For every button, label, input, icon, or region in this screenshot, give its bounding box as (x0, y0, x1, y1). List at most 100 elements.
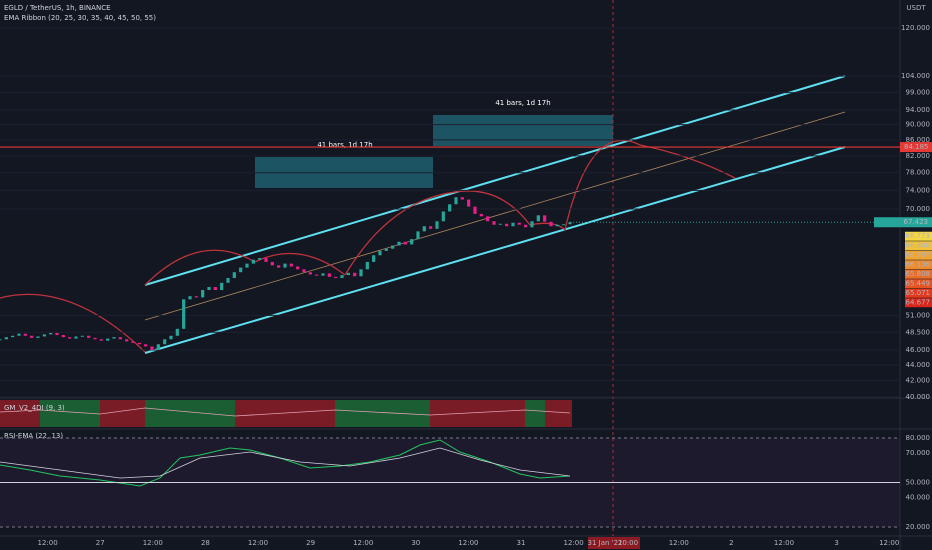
time-marker-time: 20:00 (618, 539, 638, 547)
price-tick-label: 74.000 (906, 186, 931, 194)
candle (435, 221, 439, 229)
candle (372, 255, 376, 262)
time-label: 12:00 (879, 539, 899, 547)
candle (524, 224, 528, 228)
time-label: 12:00 (669, 539, 689, 547)
price-tick-label: 51.000 (906, 311, 931, 319)
candle (473, 206, 477, 214)
candle (17, 333, 21, 336)
block (100, 400, 145, 427)
ema-label: 66.606 (906, 242, 931, 250)
ema-tag (905, 279, 932, 289)
candle (11, 335, 15, 338)
candle (283, 263, 287, 268)
candle (74, 336, 78, 339)
candle (169, 335, 173, 340)
candle (549, 221, 553, 227)
time-label: 12:00 (774, 539, 794, 547)
price-tick-label: 48.500 (906, 328, 931, 336)
candle (144, 344, 148, 347)
ema-tag (905, 250, 932, 260)
alert-tag (900, 142, 932, 153)
candle (346, 272, 350, 276)
price-tick-label: 40.000 (906, 393, 931, 401)
block (145, 400, 235, 427)
rsi-tick-label: 40.000 (906, 493, 931, 501)
block (525, 400, 545, 427)
price-tick-label: 70.000 (906, 205, 931, 213)
time-label: 12:00 (458, 539, 478, 547)
candle (239, 267, 243, 273)
channel-bottom (144, 146, 846, 354)
rsi-ema-line (0, 447, 571, 479)
candle (334, 276, 338, 279)
candle (429, 226, 433, 229)
ema-label: 65.808 (906, 270, 931, 278)
candle (454, 197, 458, 205)
candle (163, 339, 167, 345)
candle (220, 282, 224, 291)
candle (258, 258, 262, 260)
candle (530, 221, 534, 228)
candle (0, 339, 2, 341)
ema-tag (905, 269, 932, 279)
candle (511, 222, 515, 227)
time-label: 27 (96, 539, 105, 547)
price-tick-label: 86.000 (906, 136, 931, 144)
rsi-tick-label: 80.000 (906, 434, 931, 442)
block (335, 400, 430, 427)
rsi-tick-label: 70.000 (906, 449, 931, 457)
ema-label: 64.677 (906, 299, 931, 307)
ema-label: 66.397 (906, 251, 931, 259)
range-label: 41 bars, 1d 17h (317, 141, 372, 149)
indicator-title: EMA Ribbon (20, 25, 30, 35, 40, 45, 50, … (4, 14, 156, 22)
candle (4, 337, 8, 340)
candle (296, 266, 300, 270)
candle (397, 241, 401, 246)
time-label: 12:00 (564, 539, 584, 547)
candle (315, 274, 319, 276)
candle (568, 222, 572, 225)
candle (150, 346, 154, 351)
price-tick-label: 94.000 (906, 106, 931, 114)
time-label: 29 (306, 539, 315, 547)
candle (36, 336, 40, 338)
candle (384, 248, 388, 251)
candle (42, 334, 46, 337)
candle (80, 335, 84, 337)
block (235, 400, 335, 427)
price-tick-label: 78.000 (906, 169, 931, 177)
marks: 120.000 104.000 99.000 94.000 90.000 86.000 82… (0, 24, 932, 549)
range-label: 41 bars, 1d 17h (495, 99, 550, 107)
price-tag (874, 217, 932, 228)
candle (87, 335, 91, 338)
candle (49, 332, 53, 335)
time-label: 12:00 (248, 539, 268, 547)
candle (182, 299, 186, 329)
candle (486, 216, 490, 222)
candle (106, 338, 110, 341)
ema-tag (905, 231, 932, 241)
candle (467, 199, 471, 207)
ema-tag (905, 241, 932, 251)
candle (302, 269, 306, 273)
candle (201, 290, 205, 298)
candle (492, 221, 496, 225)
candle (359, 269, 363, 277)
time-label: 3 (834, 539, 838, 547)
candle (93, 337, 97, 340)
price-tick-label: 104.000 (901, 72, 930, 80)
candle (23, 333, 27, 336)
block (430, 400, 525, 427)
candle (232, 272, 236, 279)
candle (289, 263, 293, 267)
candle (226, 278, 230, 283)
candle (55, 332, 59, 336)
candle (99, 339, 103, 341)
time-marker-tag (588, 537, 640, 549)
current-price: 67.423 (904, 218, 929, 226)
candle (555, 224, 559, 227)
candle (270, 261, 274, 266)
ema-label: 65.071 (906, 289, 931, 297)
price-tick-label: 99.000 (906, 89, 931, 97)
